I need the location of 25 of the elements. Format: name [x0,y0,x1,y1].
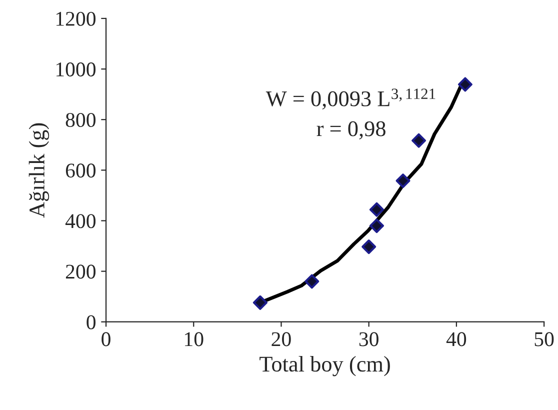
y-tick-label: 800 [66,112,96,128]
x-axis-title: Total boy (cm) [260,356,390,376]
x-tick-label: 50 [534,332,554,346]
y-tick-label: 1000 [56,62,96,76]
x-tick-label: 30 [359,332,378,346]
x-tick-label: 0 [102,332,110,346]
point [304,274,320,289]
point [396,174,410,188]
y-tick-label: 0 [86,315,96,330]
y-tick-label: 600 [66,164,96,178]
x-tick-label: 40 [446,332,466,346]
point [412,133,426,148]
annotation: r = 0,98 [316,121,386,140]
x-tick-label: 10 [185,332,204,346]
point [458,77,472,92]
y-tick-label: 200 [66,264,96,279]
x-tick-label: 20 [272,332,291,346]
annotation: W = 0,0093 L$^{3,1121}$ [266,88,436,110]
point [369,202,384,217]
y-tick-label: 1200 [56,12,96,26]
y-axis-title: Ağırlık (g) [28,123,50,218]
point [369,218,384,234]
point [252,295,268,310]
point [362,240,376,254]
y-tick-label: 400 [65,214,96,228]
